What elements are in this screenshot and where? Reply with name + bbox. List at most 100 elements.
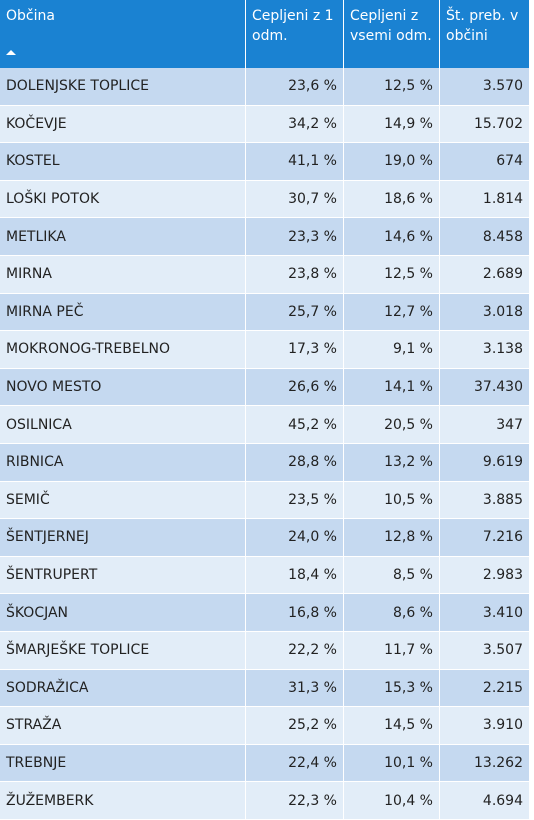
table-row: RIBNICA 28,8 % 13,2 % 9.619 <box>0 443 529 482</box>
header-label: Cepljeni z vsemi odm. <box>350 8 432 44</box>
cell-all-doses: 10,5 % <box>344 481 440 520</box>
cell-all-doses: 13,2 % <box>344 443 440 482</box>
cell-obcina: RIBNICA <box>0 443 246 482</box>
cell-first-dose: 30,7 % <box>246 180 344 219</box>
cell-obcina: STRAŽA <box>0 707 246 745</box>
cell-obcina: NOVO MESTO <box>0 368 246 407</box>
cell-population: 3.910 <box>440 707 529 745</box>
cell-first-dose: 25,7 % <box>246 293 344 332</box>
cell-population: 13.262 <box>440 744 529 783</box>
table-row: METLIKA 23,3 % 14,6 % 8.458 <box>0 218 529 256</box>
cell-obcina: SEMIČ <box>0 481 246 520</box>
cell-obcina: ŠMARJEŠKE TOPLICE <box>0 631 246 670</box>
header-label: Občina <box>6 8 55 24</box>
cell-population: 1.814 <box>440 180 529 219</box>
cell-first-dose: 16,8 % <box>246 594 344 632</box>
cell-all-doses: 14,6 % <box>344 218 440 256</box>
cell-first-dose: 24,0 % <box>246 519 344 557</box>
table-row: DOLENJSKE TOPLICE 23,6 % 12,5 % 3.570 <box>0 68 529 106</box>
table-row: ŠKOCJAN 16,8 % 8,6 % 3.410 <box>0 594 529 632</box>
cell-obcina: ŠENTJERNEJ <box>0 519 246 557</box>
cell-population: 3.570 <box>440 68 529 106</box>
cell-first-dose: 45,2 % <box>246 406 344 444</box>
table-row: ŠMARJEŠKE TOPLICE 22,2 % 11,7 % 3.507 <box>0 631 529 670</box>
cell-first-dose: 22,3 % <box>246 782 344 820</box>
cell-population: 2.983 <box>440 556 529 595</box>
cell-all-doses: 14,9 % <box>344 105 440 144</box>
cell-first-dose: 23,6 % <box>246 68 344 106</box>
cell-obcina: KOČEVJE <box>0 105 246 144</box>
table-row: KOSTEL 41,1 % 19,0 % 674 <box>0 143 529 181</box>
table-body: DOLENJSKE TOPLICE 23,6 % 12,5 % 3.570 KOČEVJ… <box>0 68 529 820</box>
cell-population: 3.018 <box>440 293 529 332</box>
cell-population: 347 <box>440 406 529 444</box>
cell-all-doses: 18,6 % <box>344 180 440 219</box>
cell-first-dose: 34,2 % <box>246 105 344 144</box>
cell-first-dose: 31,3 % <box>246 669 344 708</box>
cell-population: 3.138 <box>440 331 529 369</box>
table-row: TREBNJE 22,4 % 10,1 % 13.262 <box>0 744 529 783</box>
cell-obcina: TREBNJE <box>0 744 246 783</box>
cell-obcina: ŠENTRUPERT <box>0 556 246 595</box>
table-row: LOŠKI POTOK 30,7 % 18,6 % 1.814 <box>0 180 529 219</box>
cell-population: 2.215 <box>440 669 529 708</box>
cell-first-dose: 17,3 % <box>246 331 344 369</box>
cell-all-doses: 19,0 % <box>344 143 440 181</box>
header-label: Št. preb. v občini <box>446 8 519 44</box>
header-population[interactable]: Št. preb. v občini <box>440 0 529 68</box>
cell-all-doses: 11,7 % <box>344 631 440 670</box>
cell-obcina: MIRNA PEČ <box>0 293 246 332</box>
cell-population: 37.430 <box>440 368 529 407</box>
header-all-doses[interactable]: Cepljeni z vsemi odm. <box>344 0 440 68</box>
cell-population: 2.689 <box>440 255 529 294</box>
cell-obcina: ŽUŽEMBERK <box>0 782 246 820</box>
cell-population: 674 <box>440 143 529 181</box>
cell-all-doses: 8,5 % <box>344 556 440 595</box>
cell-first-dose: 25,2 % <box>246 707 344 745</box>
table-row: ŠENTJERNEJ 24,0 % 12,8 % 7.216 <box>0 519 529 557</box>
table-row: ŠENTRUPERT 18,4 % 8,5 % 2.983 <box>0 556 529 595</box>
cell-population: 3.885 <box>440 481 529 520</box>
cell-obcina: METLIKA <box>0 218 246 256</box>
header-first-dose[interactable]: Cepljeni z 1 odm. <box>246 0 344 68</box>
cell-first-dose: 23,8 % <box>246 255 344 294</box>
cell-all-doses: 15,3 % <box>344 669 440 708</box>
header-obcina[interactable]: Občina <box>0 0 246 68</box>
cell-all-doses: 10,1 % <box>344 744 440 783</box>
table-row: OSILNICA 45,2 % 20,5 % 347 <box>0 406 529 444</box>
table-row: SODRAŽICA 31,3 % 15,3 % 2.215 <box>0 669 529 708</box>
cell-obcina: SODRAŽICA <box>0 669 246 708</box>
cell-population: 3.507 <box>440 631 529 670</box>
table-row: MIRNA 23,8 % 12,5 % 2.689 <box>0 255 529 294</box>
cell-all-doses: 12,7 % <box>344 293 440 332</box>
sort-ascending-icon[interactable] <box>6 50 16 55</box>
header-row: Občina Cepljeni z 1 odm. Cepljeni z vsem… <box>0 0 529 68</box>
cell-first-dose: 23,5 % <box>246 481 344 520</box>
cell-all-doses: 9,1 % <box>344 331 440 369</box>
cell-obcina: DOLENJSKE TOPLICE <box>0 68 246 106</box>
cell-all-doses: 14,1 % <box>344 368 440 407</box>
cell-first-dose: 22,2 % <box>246 631 344 670</box>
cell-obcina: ŠKOCJAN <box>0 594 246 632</box>
cell-all-doses: 12,5 % <box>344 255 440 294</box>
table-row: STRAŽA 25,2 % 14,5 % 3.910 <box>0 707 529 745</box>
cell-population: 4.694 <box>440 782 529 820</box>
cell-obcina: LOŠKI POTOK <box>0 180 246 219</box>
cell-all-doses: 8,6 % <box>344 594 440 632</box>
table-row: KOČEVJE 34,2 % 14,9 % 15.702 <box>0 105 529 144</box>
cell-population: 8.458 <box>440 218 529 256</box>
cell-all-doses: 14,5 % <box>344 707 440 745</box>
cell-population: 9.619 <box>440 443 529 482</box>
table-row: SEMIČ 23,5 % 10,5 % 3.885 <box>0 481 529 520</box>
table-row: ŽUŽEMBERK 22,3 % 10,4 % 4.694 <box>0 782 529 820</box>
cell-first-dose: 28,8 % <box>246 443 344 482</box>
cell-obcina: MIRNA <box>0 255 246 294</box>
table-row: MOKRONOG-TREBELNO 17,3 % 9,1 % 3.138 <box>0 331 529 369</box>
cell-all-doses: 10,4 % <box>344 782 440 820</box>
cell-obcina: OSILNICA <box>0 406 246 444</box>
cell-population: 15.702 <box>440 105 529 144</box>
cell-all-doses: 20,5 % <box>344 406 440 444</box>
cell-first-dose: 22,4 % <box>246 744 344 783</box>
cell-first-dose: 23,3 % <box>246 218 344 256</box>
